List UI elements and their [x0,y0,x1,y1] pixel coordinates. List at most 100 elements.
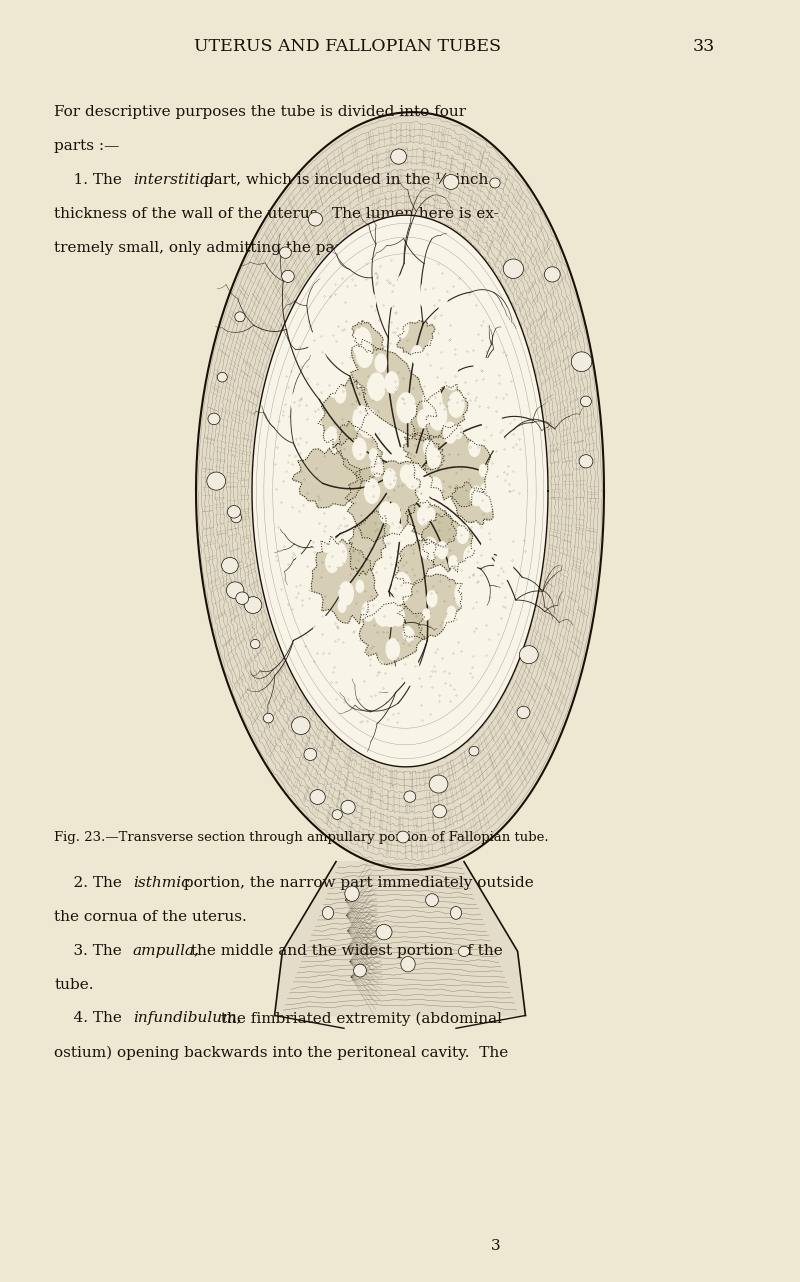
Circle shape [418,506,430,526]
Circle shape [338,600,346,613]
Circle shape [446,362,458,381]
Circle shape [421,278,438,306]
Circle shape [357,341,373,368]
Text: tremely small, only admitting the passage of a bristle.: tremely small, only admitting the passag… [54,241,471,255]
Circle shape [362,603,374,620]
Polygon shape [424,426,490,506]
Circle shape [422,496,429,506]
Circle shape [386,504,400,526]
Circle shape [468,376,481,396]
Circle shape [297,555,303,565]
Circle shape [447,606,456,620]
Circle shape [358,408,377,437]
Text: the cornua of the uterus.: the cornua of the uterus. [54,910,247,923]
Text: 3. The: 3. The [54,944,127,958]
Ellipse shape [469,746,479,756]
Circle shape [412,692,420,705]
Circle shape [393,573,411,603]
Ellipse shape [207,472,226,490]
Ellipse shape [458,946,470,956]
Text: For descriptive purposes the tube is divided into four: For descriptive purposes the tube is div… [54,105,466,119]
Circle shape [370,449,378,462]
Ellipse shape [433,805,446,818]
Ellipse shape [244,596,262,614]
Circle shape [424,440,434,456]
Circle shape [401,465,412,483]
Circle shape [421,492,429,506]
Ellipse shape [517,706,530,719]
Circle shape [462,579,469,590]
Circle shape [444,615,457,636]
Circle shape [312,532,323,550]
Circle shape [450,614,457,624]
Ellipse shape [291,717,310,735]
Circle shape [440,292,447,305]
Circle shape [474,336,485,354]
Circle shape [442,376,450,387]
Circle shape [330,386,337,397]
Circle shape [384,469,396,488]
Circle shape [428,677,439,695]
Circle shape [437,542,447,559]
Circle shape [429,401,446,429]
Ellipse shape [404,791,416,803]
Polygon shape [349,510,386,576]
Circle shape [471,603,490,632]
Text: the fimbriated extremity (abdominal: the fimbriated extremity (abdominal [216,1011,502,1026]
Polygon shape [274,862,526,1015]
Circle shape [420,290,431,308]
Circle shape [479,464,487,477]
Text: ampulla,: ampulla, [133,944,200,958]
Ellipse shape [429,776,448,794]
Circle shape [284,499,295,515]
Text: portion, the narrow part immediately outside: portion, the narrow part immediately out… [179,876,534,890]
Circle shape [326,553,338,573]
Circle shape [467,570,474,581]
Ellipse shape [390,149,406,164]
Circle shape [411,346,423,364]
Ellipse shape [426,894,438,906]
Ellipse shape [226,582,244,599]
Circle shape [482,538,494,559]
Circle shape [432,341,445,362]
Circle shape [502,456,511,470]
Ellipse shape [222,558,238,573]
Circle shape [509,453,516,464]
Polygon shape [398,574,462,640]
Ellipse shape [310,790,326,804]
Ellipse shape [227,505,241,518]
Text: infundibulum,: infundibulum, [133,1011,242,1026]
Text: 3: 3 [491,1240,501,1253]
Ellipse shape [308,213,322,226]
Text: ostium) opening backwards into the peritoneal cavity.  The: ostium) opening backwards into the perit… [54,1046,509,1060]
Circle shape [455,581,471,608]
Circle shape [314,353,327,372]
Circle shape [371,456,383,477]
Ellipse shape [218,372,227,382]
Ellipse shape [450,906,462,919]
Circle shape [302,401,314,420]
Ellipse shape [579,455,593,468]
Circle shape [474,358,486,378]
Circle shape [454,626,470,650]
Circle shape [428,477,442,499]
Circle shape [433,636,444,655]
Circle shape [478,483,496,512]
Polygon shape [352,320,384,354]
Circle shape [314,615,330,642]
Circle shape [486,474,494,485]
Text: part, which is included in the ½-inch: part, which is included in the ½-inch [199,173,489,187]
Text: UTERUS AND FALLOPIAN TUBES: UTERUS AND FALLOPIAN TUBES [194,38,502,55]
Text: the middle and the widest portion of the: the middle and the widest portion of the [186,944,502,958]
Circle shape [418,410,429,428]
Text: 4. The: 4. The [54,1011,127,1026]
Polygon shape [318,378,367,449]
Ellipse shape [376,924,392,940]
Circle shape [382,665,399,692]
Circle shape [427,449,440,469]
Circle shape [446,372,458,390]
Circle shape [486,390,502,415]
Polygon shape [406,500,457,547]
Circle shape [490,431,504,451]
Polygon shape [292,447,362,508]
